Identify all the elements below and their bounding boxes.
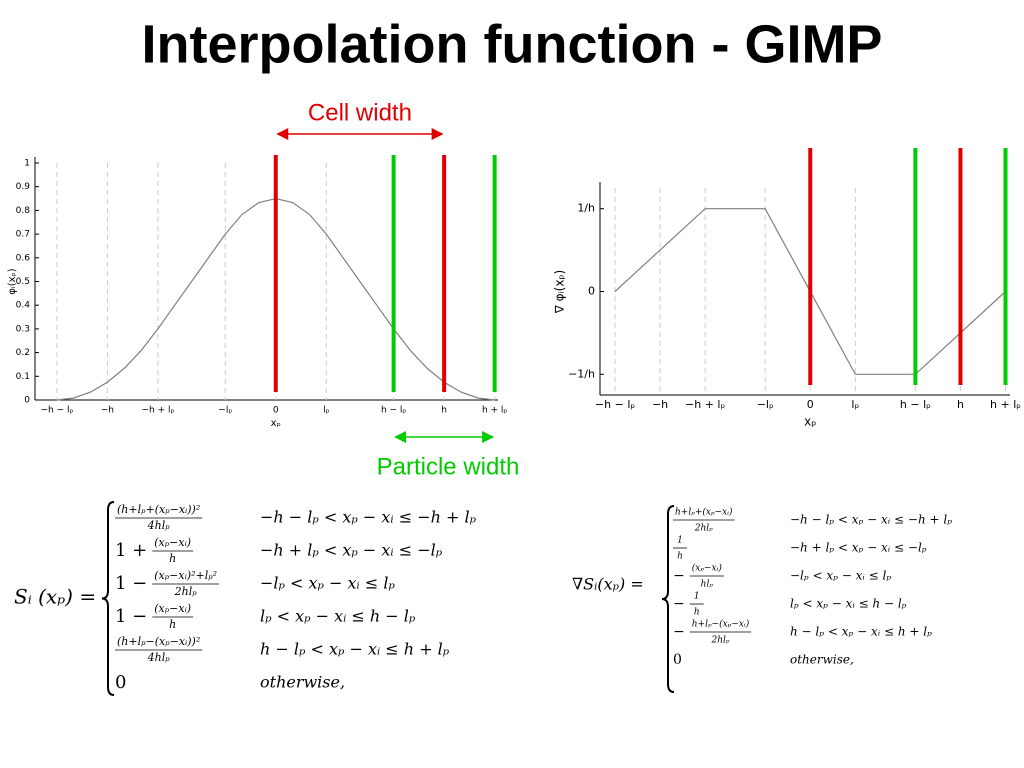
x-tick-label: 0 bbox=[273, 406, 279, 416]
x-tick-label: lₚ bbox=[323, 406, 330, 416]
fraction-denominator: hlₚ bbox=[701, 580, 714, 590]
condition: −h − lₚ < xₚ − xᵢ ≤ −h + lₚ bbox=[790, 513, 952, 527]
x-tick-label: −h bbox=[101, 406, 114, 416]
x-tick-label: −h bbox=[652, 398, 668, 411]
condition: −h + lₚ < xₚ − xᵢ ≤ −lₚ bbox=[260, 541, 443, 560]
fraction-numerator: (xₚ−xᵢ) bbox=[692, 563, 723, 574]
x-axis-label: xₚ bbox=[804, 415, 816, 429]
x-axis-label: xₚ bbox=[271, 418, 281, 429]
condition: −lₚ < xₚ − xᵢ ≤ lₚ bbox=[790, 569, 891, 583]
condition: lₚ < xₚ − xᵢ ≤ h − lₚ bbox=[790, 597, 907, 611]
y-tick-label: 0.1 bbox=[16, 372, 30, 382]
fraction-denominator: 2hlₚ bbox=[694, 524, 713, 534]
y-tick-label: 0.6 bbox=[16, 253, 31, 263]
condition: h − lₚ < xₚ − xᵢ ≤ h + lₚ bbox=[790, 625, 932, 639]
equation: ∇Sᵢ(xₚ) =h+lₚ+(xₚ−xᵢ)2hlₚ−h − lₚ < xₚ − … bbox=[572, 505, 952, 693]
y-tick-label: 1/h bbox=[577, 202, 595, 215]
x-tick-label: 0 bbox=[807, 398, 814, 411]
condition: otherwise, bbox=[790, 653, 854, 667]
x-tick-label: lₚ bbox=[851, 398, 859, 411]
y-tick-label: 0.5 bbox=[16, 277, 30, 287]
x-tick-label: −h + lₚ bbox=[685, 398, 725, 411]
y-tick-label: 0.7 bbox=[16, 230, 30, 240]
condition: h − lₚ < xₚ − xᵢ ≤ h + lₚ bbox=[260, 640, 450, 659]
fraction-numerator: (xₚ−xᵢ) bbox=[154, 602, 191, 615]
expr-prefix: 1 − bbox=[115, 573, 147, 594]
fraction-numerator: (h+lₚ−(xₚ−xᵢ))² bbox=[117, 635, 200, 648]
x-tick-label: −lₚ bbox=[757, 398, 774, 411]
fraction-denominator: h bbox=[694, 608, 700, 618]
brace bbox=[101, 501, 115, 696]
y-axis-label: ∇ φᵢ(xₚ) bbox=[553, 270, 567, 315]
fraction-denominator: 2hlₚ bbox=[710, 636, 729, 646]
expr-prefix: 1 + bbox=[115, 540, 147, 561]
y-tick-label: 0 bbox=[588, 285, 595, 298]
fraction-numerator: 1 bbox=[694, 592, 700, 602]
y-tick-label: 0.3 bbox=[16, 324, 30, 334]
slide-title: Interpolation function - GIMP bbox=[142, 14, 883, 74]
x-tick-label: h bbox=[441, 406, 447, 416]
fraction-numerator: (xₚ−xᵢ)²+lₚ² bbox=[154, 569, 217, 582]
condition: −lₚ < xₚ − xᵢ ≤ lₚ bbox=[260, 574, 395, 593]
fraction-denominator: 4hlₚ bbox=[147, 519, 171, 532]
cell-width-label: Cell width bbox=[308, 99, 412, 126]
expr-prefix: − bbox=[673, 596, 685, 612]
y-axis-label: φᵢ(xₚ) bbox=[7, 268, 18, 294]
brace bbox=[661, 505, 675, 693]
expr-prefix: 1 − bbox=[115, 606, 147, 627]
x-tick-label: −h + lₚ bbox=[141, 406, 174, 416]
fraction-numerator: (xₚ−xᵢ) bbox=[154, 536, 191, 549]
fraction-numerator: (h+lₚ+(xₚ−xᵢ))² bbox=[117, 503, 200, 516]
fraction-denominator: h bbox=[677, 552, 683, 562]
fraction-denominator: h bbox=[169, 552, 176, 565]
equation-lhs: Sᵢ (xₚ) = bbox=[14, 585, 96, 609]
y-tick-label: 0.4 bbox=[16, 301, 31, 311]
fraction-numerator: h+lₚ−(xₚ−xᵢ) bbox=[692, 619, 750, 630]
x-tick-label: −h − lₚ bbox=[40, 406, 73, 416]
fraction-denominator: h bbox=[169, 618, 176, 631]
fraction-denominator: 2hlₚ bbox=[174, 585, 198, 598]
y-tick-label: 1 bbox=[24, 159, 30, 169]
expr: 0 bbox=[673, 652, 682, 668]
fraction-numerator: h+lₚ+(xₚ−xᵢ) bbox=[675, 507, 733, 518]
expr-prefix: − bbox=[673, 624, 685, 640]
condition: lₚ < xₚ − xᵢ ≤ h − lₚ bbox=[260, 607, 416, 626]
y-tick-label: 0.9 bbox=[16, 182, 31, 192]
condition: otherwise, bbox=[260, 673, 345, 692]
x-tick-label: −lₚ bbox=[218, 406, 232, 416]
fraction-denominator: 4hlₚ bbox=[147, 651, 171, 664]
x-tick-label: −h − lₚ bbox=[595, 398, 635, 411]
expr: 0 bbox=[115, 672, 126, 693]
expr-prefix: − bbox=[673, 568, 685, 584]
y-tick-label: 0.8 bbox=[16, 206, 31, 216]
condition: −h + lₚ < xₚ − xᵢ ≤ −lₚ bbox=[790, 541, 927, 555]
x-tick-label: h + lₚ bbox=[990, 398, 1021, 411]
y-tick-label: 0 bbox=[24, 396, 30, 406]
condition: −h − lₚ < xₚ − xᵢ ≤ −h + lₚ bbox=[260, 508, 477, 527]
fraction-numerator: 1 bbox=[677, 536, 683, 546]
x-tick-label: h − lₚ bbox=[900, 398, 931, 411]
particle-width-label: Particle width bbox=[377, 453, 520, 480]
x-tick-label: h − lₚ bbox=[381, 406, 406, 416]
equation-lhs: ∇Sᵢ(xₚ) = bbox=[572, 575, 644, 594]
equation: Sᵢ (xₚ) = (h+lₚ+(xₚ−xᵢ))² 4hlₚ −h − lₚ < xₚ… bbox=[14, 501, 477, 696]
x-tick-label: h bbox=[957, 398, 964, 411]
y-tick-label: 0.2 bbox=[16, 348, 30, 358]
x-tick-label: h + lₚ bbox=[482, 406, 507, 416]
y-tick-label: −1/h bbox=[568, 367, 595, 380]
